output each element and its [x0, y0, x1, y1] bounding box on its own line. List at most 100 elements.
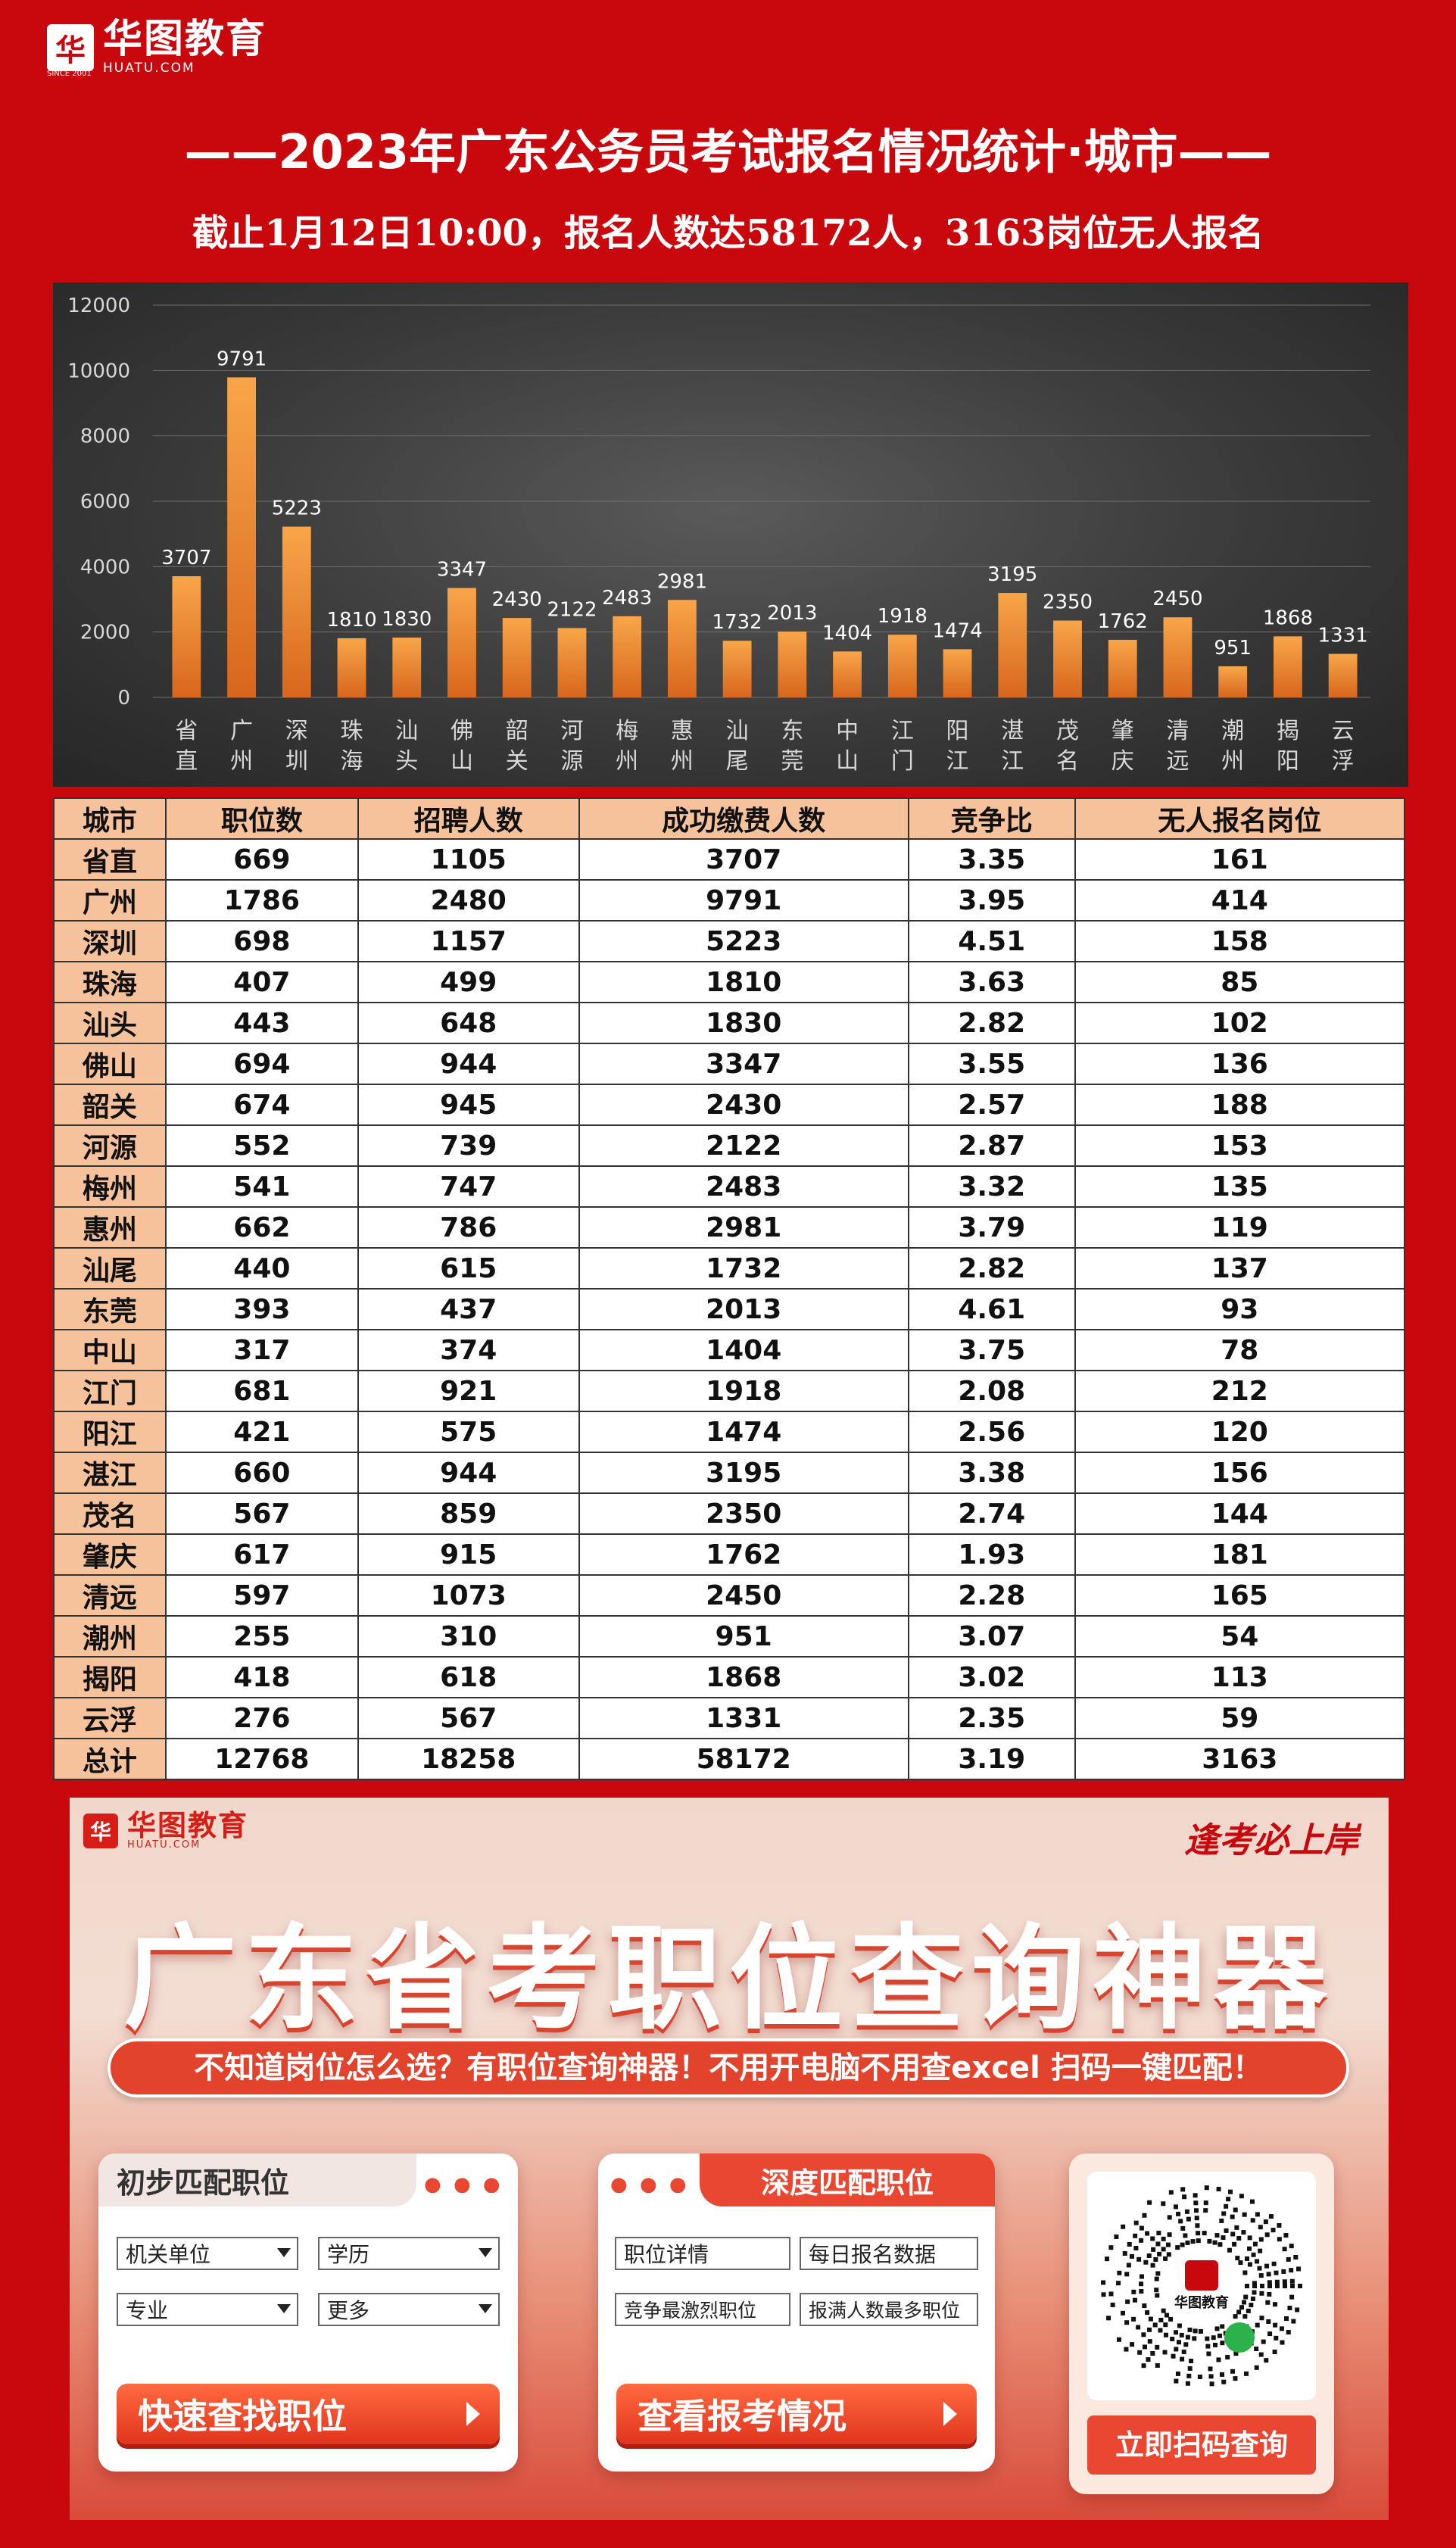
x-tick-label: 州 — [1221, 748, 1244, 775]
table-cell: 136 — [1074, 1043, 1406, 1085]
table-cell: 414 — [1074, 879, 1406, 922]
table-cell: 418 — [164, 1656, 359, 1698]
table-cell: 4.61 — [907, 1288, 1076, 1330]
data-label: 2430 — [492, 588, 542, 611]
table-cell: 255 — [164, 1615, 359, 1658]
x-tick-label: 圳 — [285, 748, 308, 775]
huatu-logo-icon: 华 — [47, 23, 94, 71]
promo-banner[interactable]: 华 华图教育 HUATU.COM 逢考必上岸 广东省考职位查询神器 不知道岗位怎… — [70, 1798, 1389, 2520]
x-tick-label: 河 — [560, 718, 583, 744]
y-tick-label: 4000 — [80, 556, 130, 579]
data-label: 3347 — [437, 559, 487, 582]
qr-code-icon[interactable]: 华图教育 — [1087, 2172, 1316, 2400]
table-cell: 1762 — [578, 1533, 909, 1576]
city-name-cell: 揭阳 — [53, 1656, 167, 1698]
position-detail-link[interactable]: 职位详情 — [615, 2237, 790, 2270]
table-cell: 1868 — [578, 1656, 909, 1698]
table-cell: 156 — [1074, 1452, 1406, 1494]
more-select[interactable]: 更多 — [318, 2293, 500, 2326]
x-tick-label: 江 — [946, 748, 969, 775]
daily-data-link[interactable]: 每日报名数据 — [800, 2237, 978, 2270]
table-row: 省直 669 1105 3707 3.35 161 — [53, 838, 1406, 881]
table-cell: 2.57 — [907, 1084, 1076, 1126]
brand-logo: 华 华图教育 HUATU.COM SINCE 2001 — [47, 20, 267, 78]
qr-code-graphic: 华图教育 — [1101, 2185, 1302, 2387]
table-cell: 3707 — [578, 838, 909, 881]
city-name-cell: 湛江 — [53, 1452, 167, 1494]
city-name-cell: 广州 — [53, 879, 167, 922]
x-tick-label: 东 — [781, 718, 803, 744]
most-applicants-label: 报满人数最多职位 — [809, 2300, 961, 2322]
x-tick-label: 汕 — [726, 718, 749, 744]
table-cell: 119 — [1074, 1206, 1406, 1249]
x-tick-label: 省 — [175, 718, 198, 744]
x-tick-label: 惠 — [671, 718, 694, 744]
table-cell: 2483 — [578, 1165, 909, 1208]
city-name-cell: 茂名 — [53, 1492, 167, 1535]
table-cell: 669 — [164, 838, 359, 881]
agency-select[interactable]: 机关单位 — [117, 2237, 298, 2270]
brand-url: HUATU.COM — [103, 61, 195, 76]
table-cell: 3195 — [578, 1452, 909, 1494]
x-tick-label: 州 — [671, 748, 694, 775]
x-tick-label: 山 — [451, 748, 473, 775]
table-cell: 59 — [1074, 1697, 1406, 1739]
table-cell: 1786 — [164, 879, 359, 922]
table-row: 潮州 255 310 951 3.07 54 — [53, 1615, 1406, 1658]
table-header-cell: 招聘人数 — [357, 797, 580, 840]
x-tick-label: 头 — [395, 748, 418, 775]
y-tick-label: 8000 — [80, 426, 130, 448]
table-row: 梅州 541 747 2483 3.32 135 — [53, 1165, 1406, 1208]
data-label: 2981 — [657, 570, 707, 593]
table-cell: 1073 — [357, 1574, 580, 1617]
city-name-cell: 江门 — [53, 1370, 167, 1412]
table-cell: 944 — [357, 1043, 580, 1085]
x-tick-label: 浮 — [1332, 748, 1355, 775]
table-cell: 3.79 — [907, 1206, 1076, 1249]
table-cell: 3.19 — [907, 1738, 1076, 1780]
x-tick-label: 肇 — [1111, 718, 1134, 744]
table-cell: 575 — [357, 1411, 580, 1453]
data-label: 1404 — [822, 622, 872, 644]
major-select[interactable]: 专业 — [117, 2293, 298, 2326]
fierce-competition-link[interactable]: 竞争最激烈职位 — [615, 2293, 790, 2326]
quick-search-label: 快速查找职位 — [138, 2396, 347, 2437]
table-cell: 859 — [357, 1492, 580, 1535]
table-cell: 567 — [357, 1697, 580, 1739]
x-tick-label: 梅 — [616, 718, 638, 744]
y-tick-label: 12000 — [67, 295, 130, 317]
city-name-cell: 阳江 — [53, 1411, 167, 1453]
deep-match-heading: 深度匹配职位 — [700, 2153, 995, 2206]
x-tick-label: 茂 — [1056, 718, 1079, 744]
x-tick-label: 清 — [1166, 718, 1189, 744]
table-header-cell: 城市 — [53, 797, 167, 840]
basic-match-card: 初步匹配职位 ● ● ● 机关单位 学历 专业 更多 快速查找职位 — [98, 2153, 518, 2472]
most-applicants-link[interactable]: 报满人数最多职位 — [800, 2293, 978, 2326]
x-tick-label: 广 — [230, 718, 253, 744]
huatu-logo-icon: 华 — [83, 1813, 118, 1848]
position-detail-label: 职位详情 — [624, 2242, 709, 2267]
city-name-cell: 佛山 — [53, 1043, 167, 1085]
x-tick-label: 汕 — [395, 718, 418, 744]
bar — [1163, 617, 1193, 697]
view-status-button[interactable]: 查看报考情况 — [616, 2384, 977, 2444]
table-row: 中山 317 374 1404 3.75 78 — [53, 1329, 1406, 1371]
x-tick-label: 尾 — [726, 748, 749, 775]
table-cell: 618 — [357, 1656, 580, 1698]
y-tick-label: 6000 — [80, 491, 130, 513]
table-header-row: 城市 职位数 招聘人数 成功缴费人数 竞争比 无人报名岗位 — [53, 797, 1406, 840]
x-tick-label: 阳 — [1277, 748, 1299, 775]
data-label: 3707 — [161, 547, 211, 569]
table-row: 湛江 660 944 3195 3.38 156 — [53, 1452, 1406, 1494]
table-cell: 747 — [357, 1165, 580, 1208]
arrow-right-icon — [466, 2402, 480, 2426]
x-tick-label: 门 — [891, 748, 914, 775]
quick-search-button[interactable]: 快速查找职位 — [117, 2384, 500, 2444]
table-cell: 54 — [1074, 1615, 1406, 1658]
table-cell: 2.28 — [907, 1574, 1076, 1617]
city-name-cell: 河源 — [53, 1124, 167, 1167]
education-select[interactable]: 学历 — [318, 2237, 500, 2270]
scan-query-button[interactable]: 立即扫码查询 — [1087, 2415, 1316, 2475]
data-label: 1474 — [932, 619, 982, 642]
table-header-cell: 竞争比 — [907, 797, 1076, 840]
